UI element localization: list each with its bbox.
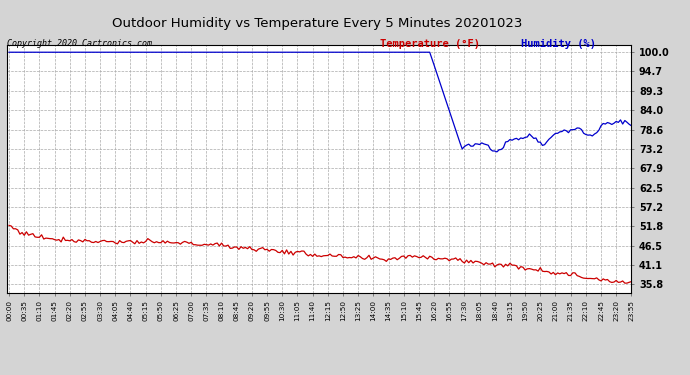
Text: Temperature (°F): Temperature (°F) [380, 39, 480, 50]
Text: Humidity (%): Humidity (%) [521, 39, 596, 50]
Text: Copyright 2020 Cartronics.com: Copyright 2020 Cartronics.com [7, 39, 152, 48]
Text: Outdoor Humidity vs Temperature Every 5 Minutes 20201023: Outdoor Humidity vs Temperature Every 5 … [112, 17, 522, 30]
